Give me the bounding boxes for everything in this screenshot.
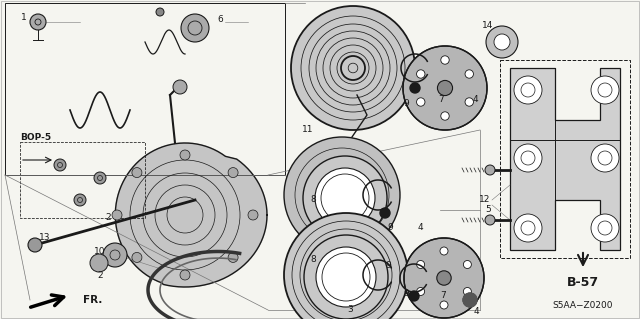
Circle shape bbox=[494, 34, 510, 50]
Text: 9: 9 bbox=[403, 100, 409, 108]
Circle shape bbox=[438, 80, 452, 96]
Circle shape bbox=[514, 144, 542, 172]
Text: 2: 2 bbox=[105, 213, 111, 222]
Circle shape bbox=[181, 14, 209, 42]
Circle shape bbox=[284, 137, 400, 253]
Circle shape bbox=[485, 165, 495, 175]
Text: S5AA−Z0200: S5AA−Z0200 bbox=[553, 300, 613, 309]
Circle shape bbox=[90, 254, 108, 272]
Circle shape bbox=[132, 167, 142, 178]
Circle shape bbox=[437, 271, 451, 285]
Text: 9: 9 bbox=[385, 261, 391, 270]
Circle shape bbox=[284, 213, 408, 319]
Circle shape bbox=[112, 210, 122, 220]
Circle shape bbox=[74, 194, 86, 206]
Circle shape bbox=[28, 238, 42, 252]
Text: 9: 9 bbox=[403, 290, 409, 299]
Circle shape bbox=[514, 214, 542, 242]
Circle shape bbox=[180, 270, 190, 280]
Circle shape bbox=[156, 8, 164, 16]
Circle shape bbox=[94, 172, 106, 184]
Text: 5: 5 bbox=[485, 205, 491, 214]
Circle shape bbox=[485, 215, 495, 225]
Text: 11: 11 bbox=[302, 125, 314, 135]
Circle shape bbox=[410, 83, 420, 93]
Text: 4: 4 bbox=[473, 307, 479, 315]
Circle shape bbox=[315, 168, 375, 228]
Circle shape bbox=[441, 56, 449, 64]
Circle shape bbox=[306, 159, 378, 231]
Circle shape bbox=[228, 252, 238, 263]
Text: BOP-5: BOP-5 bbox=[20, 132, 51, 142]
Circle shape bbox=[463, 261, 472, 269]
Text: 4: 4 bbox=[472, 95, 478, 105]
Text: 12: 12 bbox=[479, 196, 491, 204]
Circle shape bbox=[291, 6, 415, 130]
Circle shape bbox=[440, 301, 448, 309]
Text: 14: 14 bbox=[483, 21, 493, 31]
Circle shape bbox=[463, 287, 472, 295]
Bar bbox=[5, 3, 285, 175]
Text: 7: 7 bbox=[440, 291, 446, 300]
Circle shape bbox=[441, 112, 449, 120]
Circle shape bbox=[417, 70, 425, 78]
Circle shape bbox=[591, 76, 619, 104]
Text: 10: 10 bbox=[94, 248, 106, 256]
Circle shape bbox=[54, 159, 66, 171]
Circle shape bbox=[380, 208, 390, 218]
Polygon shape bbox=[510, 68, 620, 250]
Circle shape bbox=[403, 46, 487, 130]
Text: 7: 7 bbox=[438, 95, 444, 105]
Circle shape bbox=[316, 247, 376, 307]
Text: 13: 13 bbox=[39, 234, 51, 242]
Circle shape bbox=[514, 76, 542, 104]
Circle shape bbox=[417, 287, 424, 295]
Circle shape bbox=[465, 98, 474, 106]
Text: 9: 9 bbox=[387, 224, 393, 233]
Circle shape bbox=[303, 156, 387, 240]
Circle shape bbox=[30, 14, 46, 30]
Text: 4: 4 bbox=[417, 224, 423, 233]
Circle shape bbox=[591, 214, 619, 242]
Circle shape bbox=[132, 252, 142, 263]
Circle shape bbox=[248, 210, 258, 220]
Text: 3: 3 bbox=[347, 306, 353, 315]
Text: 8: 8 bbox=[310, 196, 316, 204]
Text: 2: 2 bbox=[97, 271, 103, 279]
Text: FR.: FR. bbox=[83, 295, 102, 305]
Text: 6: 6 bbox=[217, 16, 223, 25]
Circle shape bbox=[304, 235, 388, 319]
Circle shape bbox=[103, 243, 127, 267]
Text: 8: 8 bbox=[310, 256, 316, 264]
Polygon shape bbox=[115, 143, 267, 287]
Circle shape bbox=[591, 144, 619, 172]
Circle shape bbox=[173, 80, 187, 94]
Circle shape bbox=[417, 98, 425, 106]
Circle shape bbox=[404, 238, 484, 318]
Circle shape bbox=[465, 70, 474, 78]
Text: 1: 1 bbox=[21, 13, 27, 23]
Circle shape bbox=[180, 150, 190, 160]
Circle shape bbox=[440, 247, 448, 255]
Circle shape bbox=[228, 167, 238, 178]
Circle shape bbox=[409, 291, 419, 301]
Circle shape bbox=[417, 261, 424, 269]
Text: B-57: B-57 bbox=[567, 276, 599, 288]
Circle shape bbox=[463, 293, 477, 307]
Circle shape bbox=[486, 26, 518, 58]
